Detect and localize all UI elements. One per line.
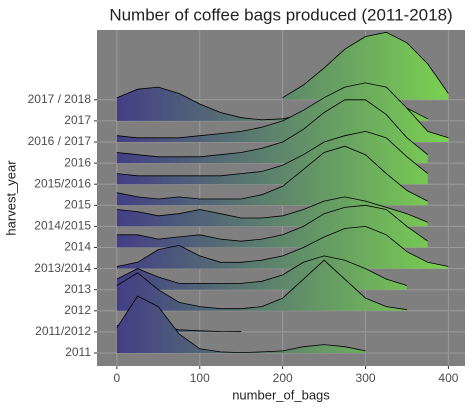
y-tick-label: 2017 / 2018 xyxy=(28,92,92,106)
ridge-line xyxy=(116,99,428,158)
ridge-line xyxy=(116,225,449,267)
x-tick-label: 300 xyxy=(356,371,376,385)
y-tick-label: 2016 / 2017 xyxy=(28,134,92,148)
y-tick-label: 2016 xyxy=(64,155,91,169)
y-tick-label: 2012 xyxy=(64,303,91,317)
y-tick-label: 2015/2016 xyxy=(34,176,91,190)
ridge-fill xyxy=(116,226,449,269)
ridge-line xyxy=(116,145,428,202)
y-tick-label: 2017 xyxy=(64,113,91,127)
y-tick-label: 2014 xyxy=(64,240,91,254)
y-tick-label: 2014/2015 xyxy=(34,219,91,233)
ridge-fill xyxy=(116,260,408,311)
y-tick-label: 2011/2012 xyxy=(35,324,91,338)
ridge-line xyxy=(116,295,366,354)
y-tick-label: 2013/2014 xyxy=(34,261,91,275)
x-axis-label: number_of_bags xyxy=(232,387,330,402)
y-tick-label: 2015 xyxy=(64,197,91,211)
ridge-line xyxy=(116,255,408,286)
ridge-line xyxy=(116,196,428,223)
ridge-fill xyxy=(116,146,428,206)
ridge-line xyxy=(116,259,408,311)
y-axis-label: harvest_year xyxy=(3,160,18,236)
x-tick-label: 0 xyxy=(114,371,121,385)
ridge-line xyxy=(116,82,449,139)
x-tick-label: 200 xyxy=(273,371,293,385)
ridge-line xyxy=(116,204,428,242)
y-tick-label: 2011 xyxy=(65,345,91,359)
x-tick-label: 100 xyxy=(190,371,210,385)
ridge-fill xyxy=(282,32,449,100)
y-tick-label: 2013 xyxy=(64,282,91,296)
ridge-line xyxy=(116,130,428,177)
chart-title: Number of coffee bags produced (2011-201… xyxy=(109,5,452,24)
ridge-line xyxy=(282,31,449,99)
ridge-fill xyxy=(116,296,366,353)
x-tick-label: 400 xyxy=(438,371,458,385)
